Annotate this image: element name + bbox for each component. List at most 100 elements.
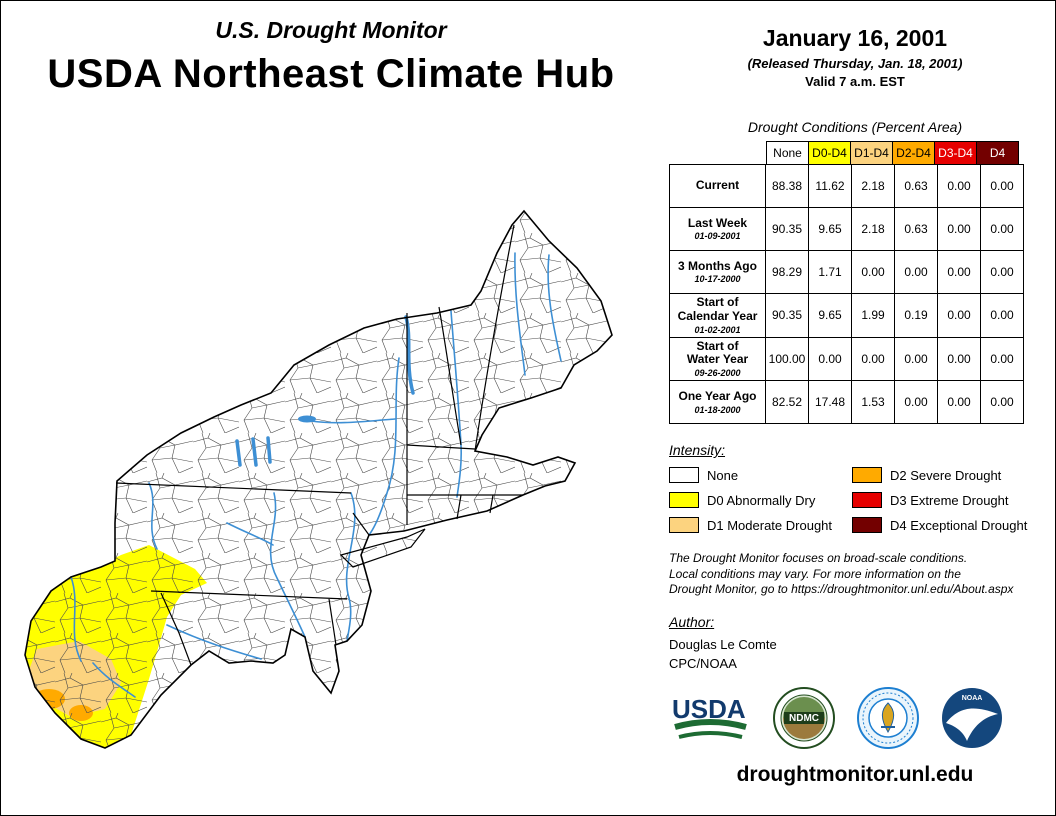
date-block: January 16, 2001 (Released Thursday, Jan…: [669, 25, 1041, 89]
table-cell: 0.00: [980, 207, 1024, 251]
d3-swatch: [852, 492, 882, 509]
d0-swatch: [669, 492, 699, 509]
lakes: [235, 315, 415, 467]
table-cell: 0.00: [980, 250, 1024, 294]
author-org: CPC/NOAA: [669, 655, 737, 671]
table-cell: 0.00: [980, 164, 1024, 208]
commerce-seal-icon: [857, 686, 919, 749]
table-cell: 1.71: [808, 250, 852, 294]
legend-label: D4 Exceptional Drought: [890, 517, 1028, 533]
col-header-d2-d4: D2-D4: [892, 141, 935, 165]
table-cell: 0.00: [894, 250, 938, 294]
legend-label: D0 Abnormally Dry: [707, 492, 816, 508]
row-date: 01-18-2000: [694, 404, 741, 415]
row-label: One Year Ago: [678, 388, 757, 403]
table-cell: 2.18: [851, 207, 895, 251]
state-borders: [115, 224, 523, 666]
author-name: Douglas Le Comte: [669, 636, 777, 652]
d1-swatch: [669, 517, 699, 534]
table-cell: 0.00: [937, 380, 981, 425]
col-header-d3-d4: D3-D4: [934, 141, 977, 165]
table-cell: 0.00: [808, 336, 852, 382]
table-row-3-months-ago: 3 Months Ago 10-17-2000 98.29 1.71 0.00 …: [669, 250, 1024, 294]
table-cell: 0.00: [894, 336, 938, 382]
table-cell: 0.00: [980, 336, 1024, 382]
page-title: USDA Northeast Climate Hub: [47, 52, 615, 96]
logo-row: USDA NDMC NOAA: [669, 686, 1051, 749]
table-cell: 0.19: [894, 293, 938, 338]
table-cell: 0.00: [851, 250, 895, 294]
usda-logo: USDA: [672, 694, 747, 739]
intensity-legend: Intensity: None D2 Severe Drought D0 Abn…: [669, 442, 1047, 534]
legend-item-d1: D1 Moderate Drought: [669, 517, 852, 534]
row-label: Start of Calendar Year: [677, 295, 758, 323]
map-date: January 16, 2001: [762, 25, 948, 51]
author-block: Author: Douglas Le Comte CPC/NOAA: [669, 614, 1051, 671]
row-label: 3 Months Ago: [678, 258, 757, 273]
col-header-d0-d4: D0-D4: [808, 141, 851, 165]
noaa-logo: NOAA: [942, 687, 1002, 748]
disclaimer: The Drought Monitor focuses on broad-sca…: [669, 551, 1051, 598]
d4-swatch: [852, 517, 882, 534]
release-date: (Released Thursday, Jan. 18, 2001): [747, 56, 963, 71]
table-cell: 88.38: [765, 164, 809, 208]
row-date: 01-09-2001: [694, 231, 741, 242]
table-cell: 90.35: [765, 207, 809, 251]
row-label: Last Week: [687, 215, 748, 230]
legend-label: D3 Extreme Drought: [890, 492, 1009, 508]
disclaimer-line: The Drought Monitor focuses on broad-sca…: [669, 551, 968, 566]
legend-label: D1 Moderate Drought: [707, 517, 833, 533]
drought-conditions-table: None D0-D4 D1-D4 D2-D4 D3-D4 D4 Current …: [669, 141, 1051, 425]
legend-item-none: None: [669, 467, 852, 484]
row-label: Start of Water Year: [686, 338, 749, 367]
report-subtitle: U.S. Drought Monitor: [215, 17, 447, 43]
table-row-last-week: Last Week 01-09-2001 90.35 9.65 2.18 0.6…: [669, 207, 1024, 251]
table-cell: 0.00: [980, 380, 1024, 425]
table-cell: 0.00: [937, 207, 981, 251]
svg-text:NOAA: NOAA: [962, 695, 983, 702]
row-date: 09-26-2000: [694, 368, 741, 379]
table-row-start-calendar-year: Start of Calendar Year 01-02-2001 90.35 …: [669, 293, 1024, 338]
row-date: 10-17-2000: [694, 274, 741, 285]
legend-title: Intensity:: [669, 442, 726, 459]
ndmc-logo: NDMC: [773, 686, 835, 749]
none-swatch: [669, 467, 699, 484]
table-cell: 0.00: [894, 380, 938, 425]
col-header-d1-d4: D1-D4: [850, 141, 893, 165]
row-label: Current: [695, 177, 740, 192]
row-date: 01-02-2001: [694, 324, 741, 335]
table-title: Drought Conditions (Percent Area): [747, 119, 963, 135]
table-cell: 2.18: [851, 164, 895, 208]
table-cell: 11.62: [808, 164, 852, 208]
info-panel: January 16, 2001 (Released Thursday, Jan…: [669, 25, 1051, 787]
disclaimer-line: Local conditions may vary. For more info…: [669, 566, 961, 581]
table-cell: 82.52: [765, 380, 809, 425]
website-url: droughtmonitor.unl.edu: [736, 762, 974, 786]
drought-map: [24, 210, 613, 749]
legend-item-d0: D0 Abnormally Dry: [669, 492, 852, 509]
legend-item-d3: D3 Extreme Drought: [852, 492, 1047, 509]
valid-time: Valid 7 a.m. EST: [805, 74, 905, 89]
table-cell: 9.65: [808, 293, 852, 338]
table-cell: 1.99: [851, 293, 895, 338]
col-header-d4: D4: [976, 141, 1019, 165]
table-cell: 17.48: [808, 380, 852, 425]
table-cell: 0.63: [894, 207, 938, 251]
table-row-current: Current 88.38 11.62 2.18 0.63 0.00 0.00: [669, 164, 1024, 208]
table-cell: 9.65: [808, 207, 852, 251]
table-cell: 0.63: [894, 164, 938, 208]
table-cell: 98.29: [765, 250, 809, 294]
disclaimer-line: Drought Monitor, go to https://droughtmo…: [669, 582, 1014, 597]
table-cell: 90.35: [765, 293, 809, 338]
table-cell: 0.00: [937, 164, 981, 208]
report-header: U.S. Drought Monitor USDA Northeast Clim…: [1, 17, 661, 97]
table-cell: 100.00: [765, 336, 809, 382]
table-cell: 1.53: [851, 380, 895, 425]
county-lines: [25, 211, 612, 748]
table-header-row: None D0-D4 D1-D4 D2-D4 D3-D4 D4: [766, 141, 1051, 165]
table-cell: 0.00: [937, 250, 981, 294]
svg-text:NDMC: NDMC: [789, 713, 819, 724]
table-cell: 0.00: [980, 293, 1024, 338]
table-cell: 0.00: [851, 336, 895, 382]
